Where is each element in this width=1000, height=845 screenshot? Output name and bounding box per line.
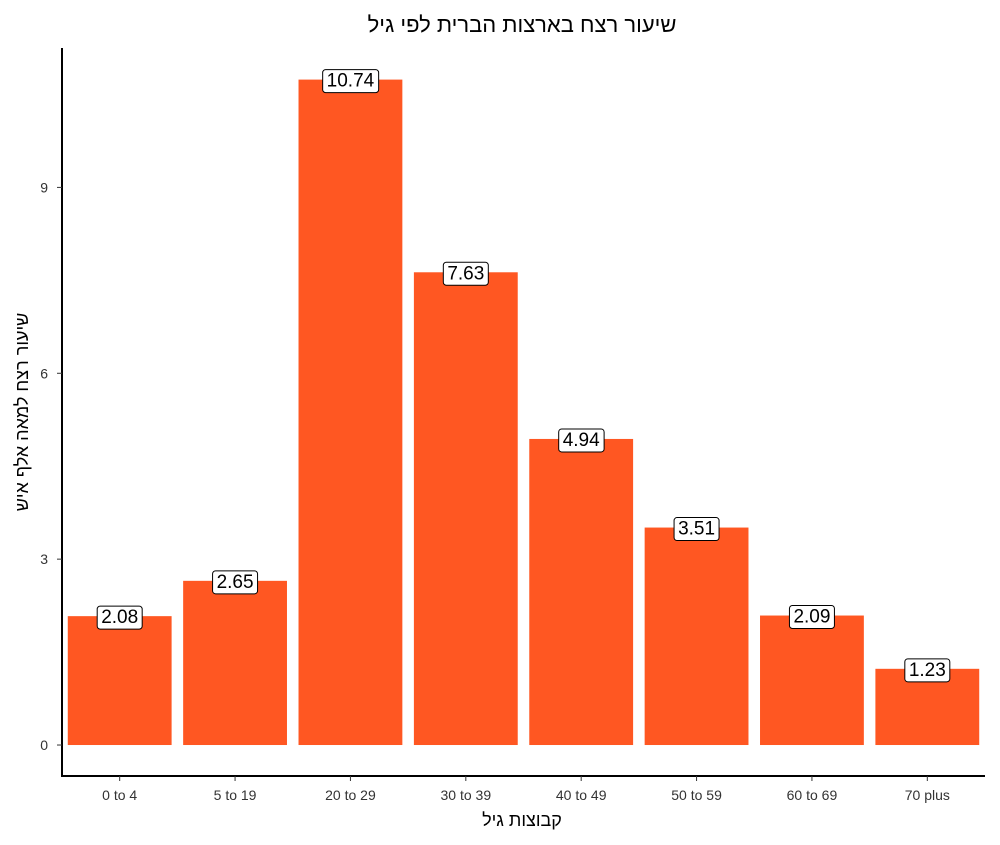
- data-label-box: [788, 605, 835, 630]
- x-tick-label: 70 plus: [905, 787, 950, 803]
- x-tick-label: 0 to 4: [102, 787, 137, 803]
- x-axis-title: קבוצות גיל: [482, 810, 562, 830]
- x-tick-label: 20 to 29: [325, 787, 376, 803]
- data-label-box: [558, 428, 605, 453]
- bar: [644, 527, 749, 746]
- data-label-text: 3.51: [678, 519, 715, 540]
- data-label-box: [673, 517, 720, 542]
- data-label: 7.63: [442, 261, 489, 286]
- x-tick-label: 30 to 39: [441, 787, 492, 803]
- x-axis-ticks: 0 to 4 5 to 19 20 to 29 30 to 39 40 to 49 50 …: [102, 776, 950, 803]
- data-label-text: 2.08: [101, 607, 138, 628]
- y-axis-ticks: 0 3 6 9: [40, 179, 62, 753]
- data-label: 2.08: [96, 605, 143, 630]
- y-tick-label: 3: [40, 551, 48, 567]
- x-tick-label: 60 to 69: [787, 787, 838, 803]
- y-axis-title: שיעור רצח למאה אלף איש: [12, 313, 32, 512]
- data-label-box: [96, 605, 143, 630]
- data-label-box: [322, 69, 380, 94]
- data-label: 10.74: [322, 69, 380, 94]
- data-label-box: [212, 570, 259, 595]
- bar: [413, 272, 518, 746]
- data-label-text: 7.63: [447, 263, 484, 284]
- data-label-text: 2.65: [217, 572, 254, 593]
- data-label: 2.65: [212, 570, 259, 595]
- x-tick-label: 5 to 19: [214, 787, 257, 803]
- x-tick-label: 50 to 59: [671, 787, 722, 803]
- data-label-text: 4.94: [563, 430, 600, 451]
- bar: [760, 615, 864, 746]
- data-label-box: [442, 261, 489, 286]
- data-label: 4.94: [558, 428, 605, 453]
- y-tick-label: 0: [40, 737, 48, 753]
- data-label: 1.23: [904, 658, 951, 683]
- data-labels-group: 2.08 2.65 10.74 7.63 4.94 3.51 2.09 1.23: [96, 69, 951, 683]
- bar: [67, 616, 172, 746]
- data-label-text: 1.23: [909, 660, 946, 681]
- x-tick-label: 40 to 49: [556, 787, 607, 803]
- bar: [183, 580, 287, 746]
- data-label: 2.09: [788, 605, 835, 630]
- data-label-text: 2.09: [793, 607, 830, 628]
- data-label-box: [904, 658, 951, 683]
- bars-group: [67, 79, 980, 746]
- y-tick-label: 9: [40, 179, 48, 195]
- bar: [529, 438, 634, 746]
- data-label-text: 10.74: [327, 71, 375, 92]
- data-label: 3.51: [673, 517, 720, 542]
- chart-title: שיעור רצח בארצות הברית לפי גיל: [368, 12, 677, 37]
- y-tick-label: 6: [40, 365, 48, 381]
- bar: [298, 79, 403, 746]
